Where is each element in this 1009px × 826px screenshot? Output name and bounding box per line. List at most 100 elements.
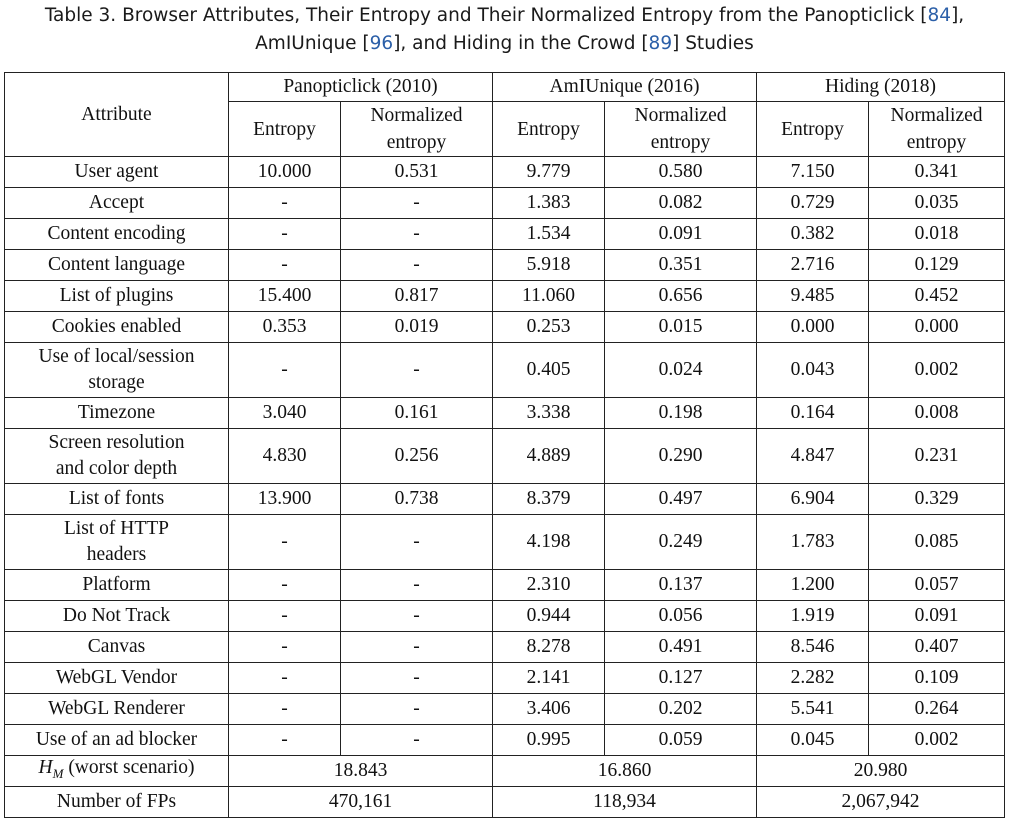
study-header-hiding: Hiding (2018) <box>756 72 1006 102</box>
entropy-value: - <box>228 693 341 725</box>
entropy-value: 4.847 <box>756 428 870 484</box>
normalized-entropy-value: 0.452 <box>868 280 1006 312</box>
entropy-value: 4.198 <box>492 514 605 570</box>
normalized-entropy-value: - <box>340 187 493 219</box>
entropy-value: 1.383 <box>492 187 605 219</box>
entropy-value: 9.485 <box>756 280 870 312</box>
entropy-value: 0.382 <box>756 218 870 250</box>
header-row-studies: Attribute Panopticlick (2010) AmIUnique … <box>4 72 1006 157</box>
table-row: Canvas - -8.278 0.491 8.546 0.407 <box>4 631 1006 663</box>
entropy-value: 3.406 <box>492 693 605 725</box>
table-row: WebGL Renderer - -3.406 0.202 5.541 0.264 <box>4 693 1006 725</box>
fps-row: Number of FPs 470,161 118,934 2,067,942 <box>4 786 1006 818</box>
normalized-entropy-value: 0.656 <box>603 280 758 312</box>
normalized-entropy-header: Normalized entropy <box>868 101 1006 157</box>
hm-label: HM (worst scenario) <box>4 755 229 787</box>
entropy-value: 0.164 <box>756 397 870 429</box>
attribute-name: WebGL Vendor <box>4 662 229 694</box>
entropy-value: 11.060 <box>492 280 605 312</box>
study-header-panopticlick: Panopticlick (2010) <box>228 72 493 102</box>
normalized-entropy-value: 0.256 <box>340 428 493 484</box>
table-row: Use of an ad blocker - -0.995 0.059 0.045 0.0… <box>4 724 1006 756</box>
entropy-value: 0.000 <box>756 311 870 343</box>
normalized-entropy-value: 0.109 <box>868 662 1006 694</box>
normalized-entropy-value: 0.817 <box>340 280 493 312</box>
attribute-name: List of plugins <box>4 280 229 312</box>
entropy-value: 15.400 <box>228 280 341 312</box>
table-row: Do Not Track - -0.944 0.056 1.919 0.091 <box>4 600 1006 632</box>
table-row: Timezone 3.040 0.161 3.338 0.198 0.164 0.008 <box>4 397 1006 429</box>
attribute-name: User agent <box>4 156 229 188</box>
entropy-value: - <box>228 631 341 663</box>
normalized-entropy-value: 0.127 <box>603 662 758 694</box>
table-row: Use of local/session storage - -0.405 0.024 0… <box>4 342 1006 398</box>
entropy-value: 9.779 <box>492 156 605 188</box>
entropy-header: Entropy <box>228 101 341 157</box>
entropy-value: - <box>228 218 341 250</box>
normalized-entropy-value: - <box>340 569 493 601</box>
entropy-value: - <box>228 600 341 632</box>
entropy-header: Entropy <box>492 101 605 157</box>
attribute-name: List of HTTP headers <box>4 514 229 570</box>
entropy-table: Attribute Panopticlick (2010) AmIUnique … <box>4 72 1006 818</box>
entropy-value: - <box>228 514 341 570</box>
table-row: WebGL Vendor - -2.141 0.127 2.282 0.109 <box>4 662 1006 694</box>
entropy-value: 0.043 <box>756 342 870 398</box>
entropy-value: - <box>228 342 341 398</box>
normalized-entropy-value: 0.249 <box>603 514 758 570</box>
normalized-entropy-value: 0.019 <box>340 311 493 343</box>
entropy-value: 0.353 <box>228 311 341 343</box>
fps-value: 470,161 <box>228 786 493 818</box>
entropy-value: 5.541 <box>756 693 870 725</box>
header-row-metrics: Entropy Normalized entropy Entropy Normalize… <box>5 101 1006 157</box>
normalized-entropy-value: 0.407 <box>868 631 1006 663</box>
fps-label: Number of FPs <box>4 786 229 818</box>
entropy-value: 1.783 <box>756 514 870 570</box>
normalized-entropy-value: 0.059 <box>603 724 758 756</box>
entropy-value: 0.045 <box>756 724 870 756</box>
hm-row: HM (worst scenario) 18.843 16.860 20.980 <box>4 755 1006 787</box>
entropy-value: 2.141 <box>492 662 605 694</box>
normalized-entropy-value: - <box>340 724 493 756</box>
normalized-entropy-value: 0.129 <box>868 249 1006 281</box>
attribute-name: WebGL Renderer <box>4 693 229 725</box>
entropy-value: 10.000 <box>228 156 341 188</box>
attribute-name: List of fonts <box>4 483 229 515</box>
caption-line-2: AmIUnique [96], and Hiding in the Crowd … <box>255 33 754 54</box>
hm-value: 16.860 <box>491 755 758 787</box>
entropy-value: 1.534 <box>492 218 605 250</box>
attribute-name: Do Not Track <box>4 600 229 632</box>
entropy-value: 4.830 <box>228 428 341 484</box>
citation-link[interactable]: 96 <box>369 33 394 54</box>
entropy-value: 2.310 <box>492 569 605 601</box>
attribute-name: Content language <box>4 249 229 281</box>
normalized-entropy-value: 0.085 <box>868 514 1006 570</box>
normalized-entropy-value: 0.035 <box>868 187 1006 219</box>
normalized-entropy-value: - <box>340 218 493 250</box>
normalized-entropy-value: 0.015 <box>603 311 758 343</box>
entropy-value: 2.716 <box>756 249 870 281</box>
normalized-entropy-value: 0.264 <box>868 693 1006 725</box>
entropy-value: 0.729 <box>756 187 870 219</box>
entropy-value: - <box>228 569 341 601</box>
table-row: List of fonts 13.900 0.738 8.379 0.497 6.904 0… <box>4 483 1006 515</box>
entropy-value: 0.405 <box>492 342 605 398</box>
entropy-value: 1.919 <box>756 600 870 632</box>
entropy-value: 8.278 <box>492 631 605 663</box>
citation-link[interactable]: 84 <box>927 5 952 26</box>
entropy-value: 1.200 <box>756 569 870 601</box>
normalized-entropy-value: 0.198 <box>603 397 758 429</box>
normalized-entropy-value: - <box>340 631 493 663</box>
table-row: Accept - -1.383 0.082 0.729 0.035 <box>4 187 1006 219</box>
normalized-entropy-value: 0.002 <box>868 342 1006 398</box>
attribute-name: Content encoding <box>4 218 229 250</box>
normalized-entropy-value: 0.000 <box>868 311 1006 343</box>
normalized-entropy-value: - <box>340 342 493 398</box>
attribute-name: Accept <box>4 187 229 219</box>
normalized-entropy-value: - <box>340 662 493 694</box>
attribute-name: Timezone <box>4 397 229 429</box>
attribute-name: Use of an ad blocker <box>4 724 229 756</box>
citation-link[interactable]: 89 <box>648 33 673 54</box>
study-header-amiunique: AmIUnique (2016) <box>491 72 758 102</box>
entropy-value: 0.995 <box>492 724 605 756</box>
